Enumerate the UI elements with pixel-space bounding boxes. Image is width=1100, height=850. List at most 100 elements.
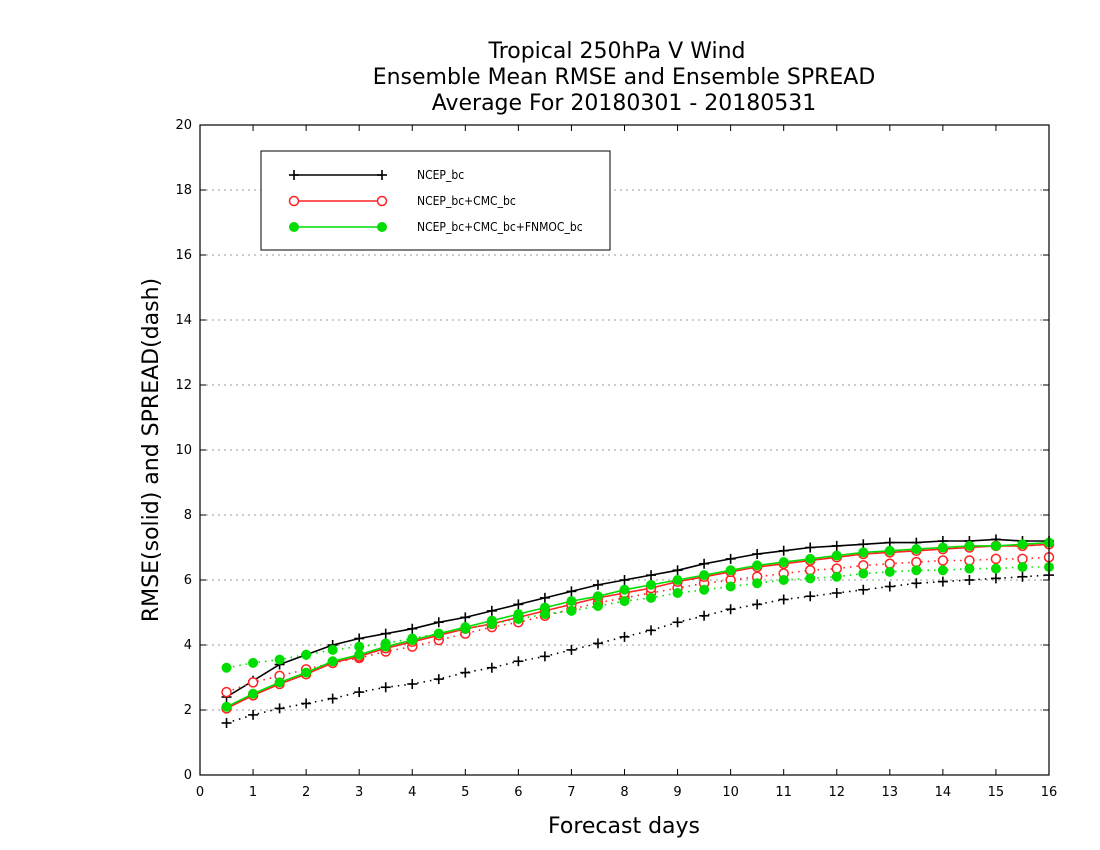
spread-point	[990, 573, 1001, 584]
rmse-point	[407, 623, 418, 634]
spread-point	[778, 575, 789, 585]
spread-point	[937, 555, 949, 566]
spread-point	[221, 662, 232, 673]
rmse-point	[539, 592, 550, 603]
spread-point	[646, 625, 657, 636]
spread-point	[858, 568, 869, 579]
x-tick-label: 12	[828, 785, 845, 800]
spread-point	[248, 709, 259, 720]
x-tick-label: 13	[882, 785, 899, 800]
x-tick-label: 16	[1041, 785, 1058, 800]
chart-title-line-3: Average For 20180301 - 20180531	[432, 91, 817, 116]
x-tick-label: 15	[988, 785, 1005, 800]
spread-point	[301, 698, 312, 709]
legend-label: NCEP_bc	[417, 168, 464, 182]
y-tick-label: 20	[175, 118, 192, 133]
rmse-point	[699, 558, 710, 569]
rmse-point	[592, 579, 603, 590]
rmse-point	[619, 584, 630, 595]
spread-point	[1017, 571, 1028, 582]
x-tick-label: 8	[620, 785, 628, 800]
rmse-point	[539, 602, 550, 613]
legend-marker	[289, 170, 299, 180]
spread-point	[619, 596, 630, 607]
x-tick-label: 7	[567, 785, 575, 800]
series-1	[221, 539, 1055, 714]
spread-point	[221, 718, 232, 728]
spread-line-series-1	[226, 556, 1050, 693]
spread-point	[274, 703, 285, 714]
spread-point	[672, 617, 683, 628]
spread-point	[513, 656, 524, 667]
rmse-point	[778, 545, 789, 556]
rmse-point	[1017, 539, 1028, 550]
legend-marker	[377, 222, 387, 232]
spread-point	[566, 605, 577, 616]
rmse-point	[752, 549, 763, 559]
spread-point	[566, 644, 577, 655]
rmse-point	[725, 565, 736, 576]
rmse-point	[619, 575, 630, 585]
spread-point	[911, 578, 922, 589]
rmse-point	[592, 591, 603, 602]
rmse-point	[646, 570, 657, 581]
x-tick-label: 0	[196, 785, 204, 800]
data-series	[221, 534, 1055, 728]
spread-point	[831, 571, 842, 582]
legend: NCEP_bc NCEP_bc+CMC_bc NCEP_bc+CMC_bc+FNMO…	[260, 150, 611, 251]
y-axis-title: RMSE(solid) and SPREAD(dash)	[139, 278, 164, 622]
series-2	[221, 537, 1054, 712]
x-axis-title: Forecast days	[548, 814, 700, 839]
spread-point	[539, 651, 550, 662]
rmse-point	[805, 553, 816, 564]
rmse-point	[831, 550, 842, 561]
spread-point	[274, 654, 285, 665]
y-tick-label: 18	[175, 183, 192, 198]
spread-point	[752, 578, 763, 589]
spread-point	[221, 686, 232, 698]
rmse-point	[327, 656, 338, 667]
y-tick-label: 0	[184, 768, 192, 783]
spread-point	[937, 565, 948, 576]
rmse-point	[301, 667, 312, 678]
chart-title-line-2: Ensemble Mean RMSE and Ensemble SPREAD	[373, 65, 876, 90]
spread-point	[592, 638, 603, 649]
spread-point	[831, 588, 842, 598]
spread-point	[327, 644, 338, 655]
x-tick-label: 14	[935, 785, 952, 800]
rmse-point	[725, 553, 736, 564]
rmse-point	[646, 579, 657, 590]
x-tick-label: 10	[722, 785, 739, 800]
spread-point	[619, 631, 630, 642]
legend-marker	[288, 195, 300, 207]
spread-point	[433, 674, 444, 685]
rmse-point	[831, 540, 842, 551]
spread-point	[301, 649, 312, 660]
spread-point	[990, 563, 1001, 574]
rmse-point	[486, 615, 497, 626]
rmse-point	[486, 605, 497, 616]
rmse-point	[513, 609, 524, 620]
spread-point	[592, 601, 603, 611]
rmse-point	[380, 641, 391, 652]
rmse-point	[805, 542, 816, 553]
rmse-point	[672, 565, 683, 576]
rmse-line-series-2	[226, 541, 1050, 708]
spread-point	[805, 573, 816, 584]
spread-point	[460, 667, 471, 678]
spread-point	[1017, 562, 1028, 572]
spread-point	[990, 553, 1002, 565]
rmse-point	[513, 599, 524, 610]
rmse-line-series-0	[226, 538, 1049, 698]
rmse-point	[672, 575, 683, 585]
spread-point	[937, 576, 948, 587]
spread-point	[778, 594, 789, 605]
rmse-point	[964, 540, 975, 551]
rmse-point	[884, 545, 895, 556]
chart-title-line-1: Tropical 250hPa V Wind	[487, 39, 745, 64]
rmse-point	[778, 557, 789, 568]
rmse-point	[460, 622, 471, 633]
rmse-point	[752, 560, 763, 571]
